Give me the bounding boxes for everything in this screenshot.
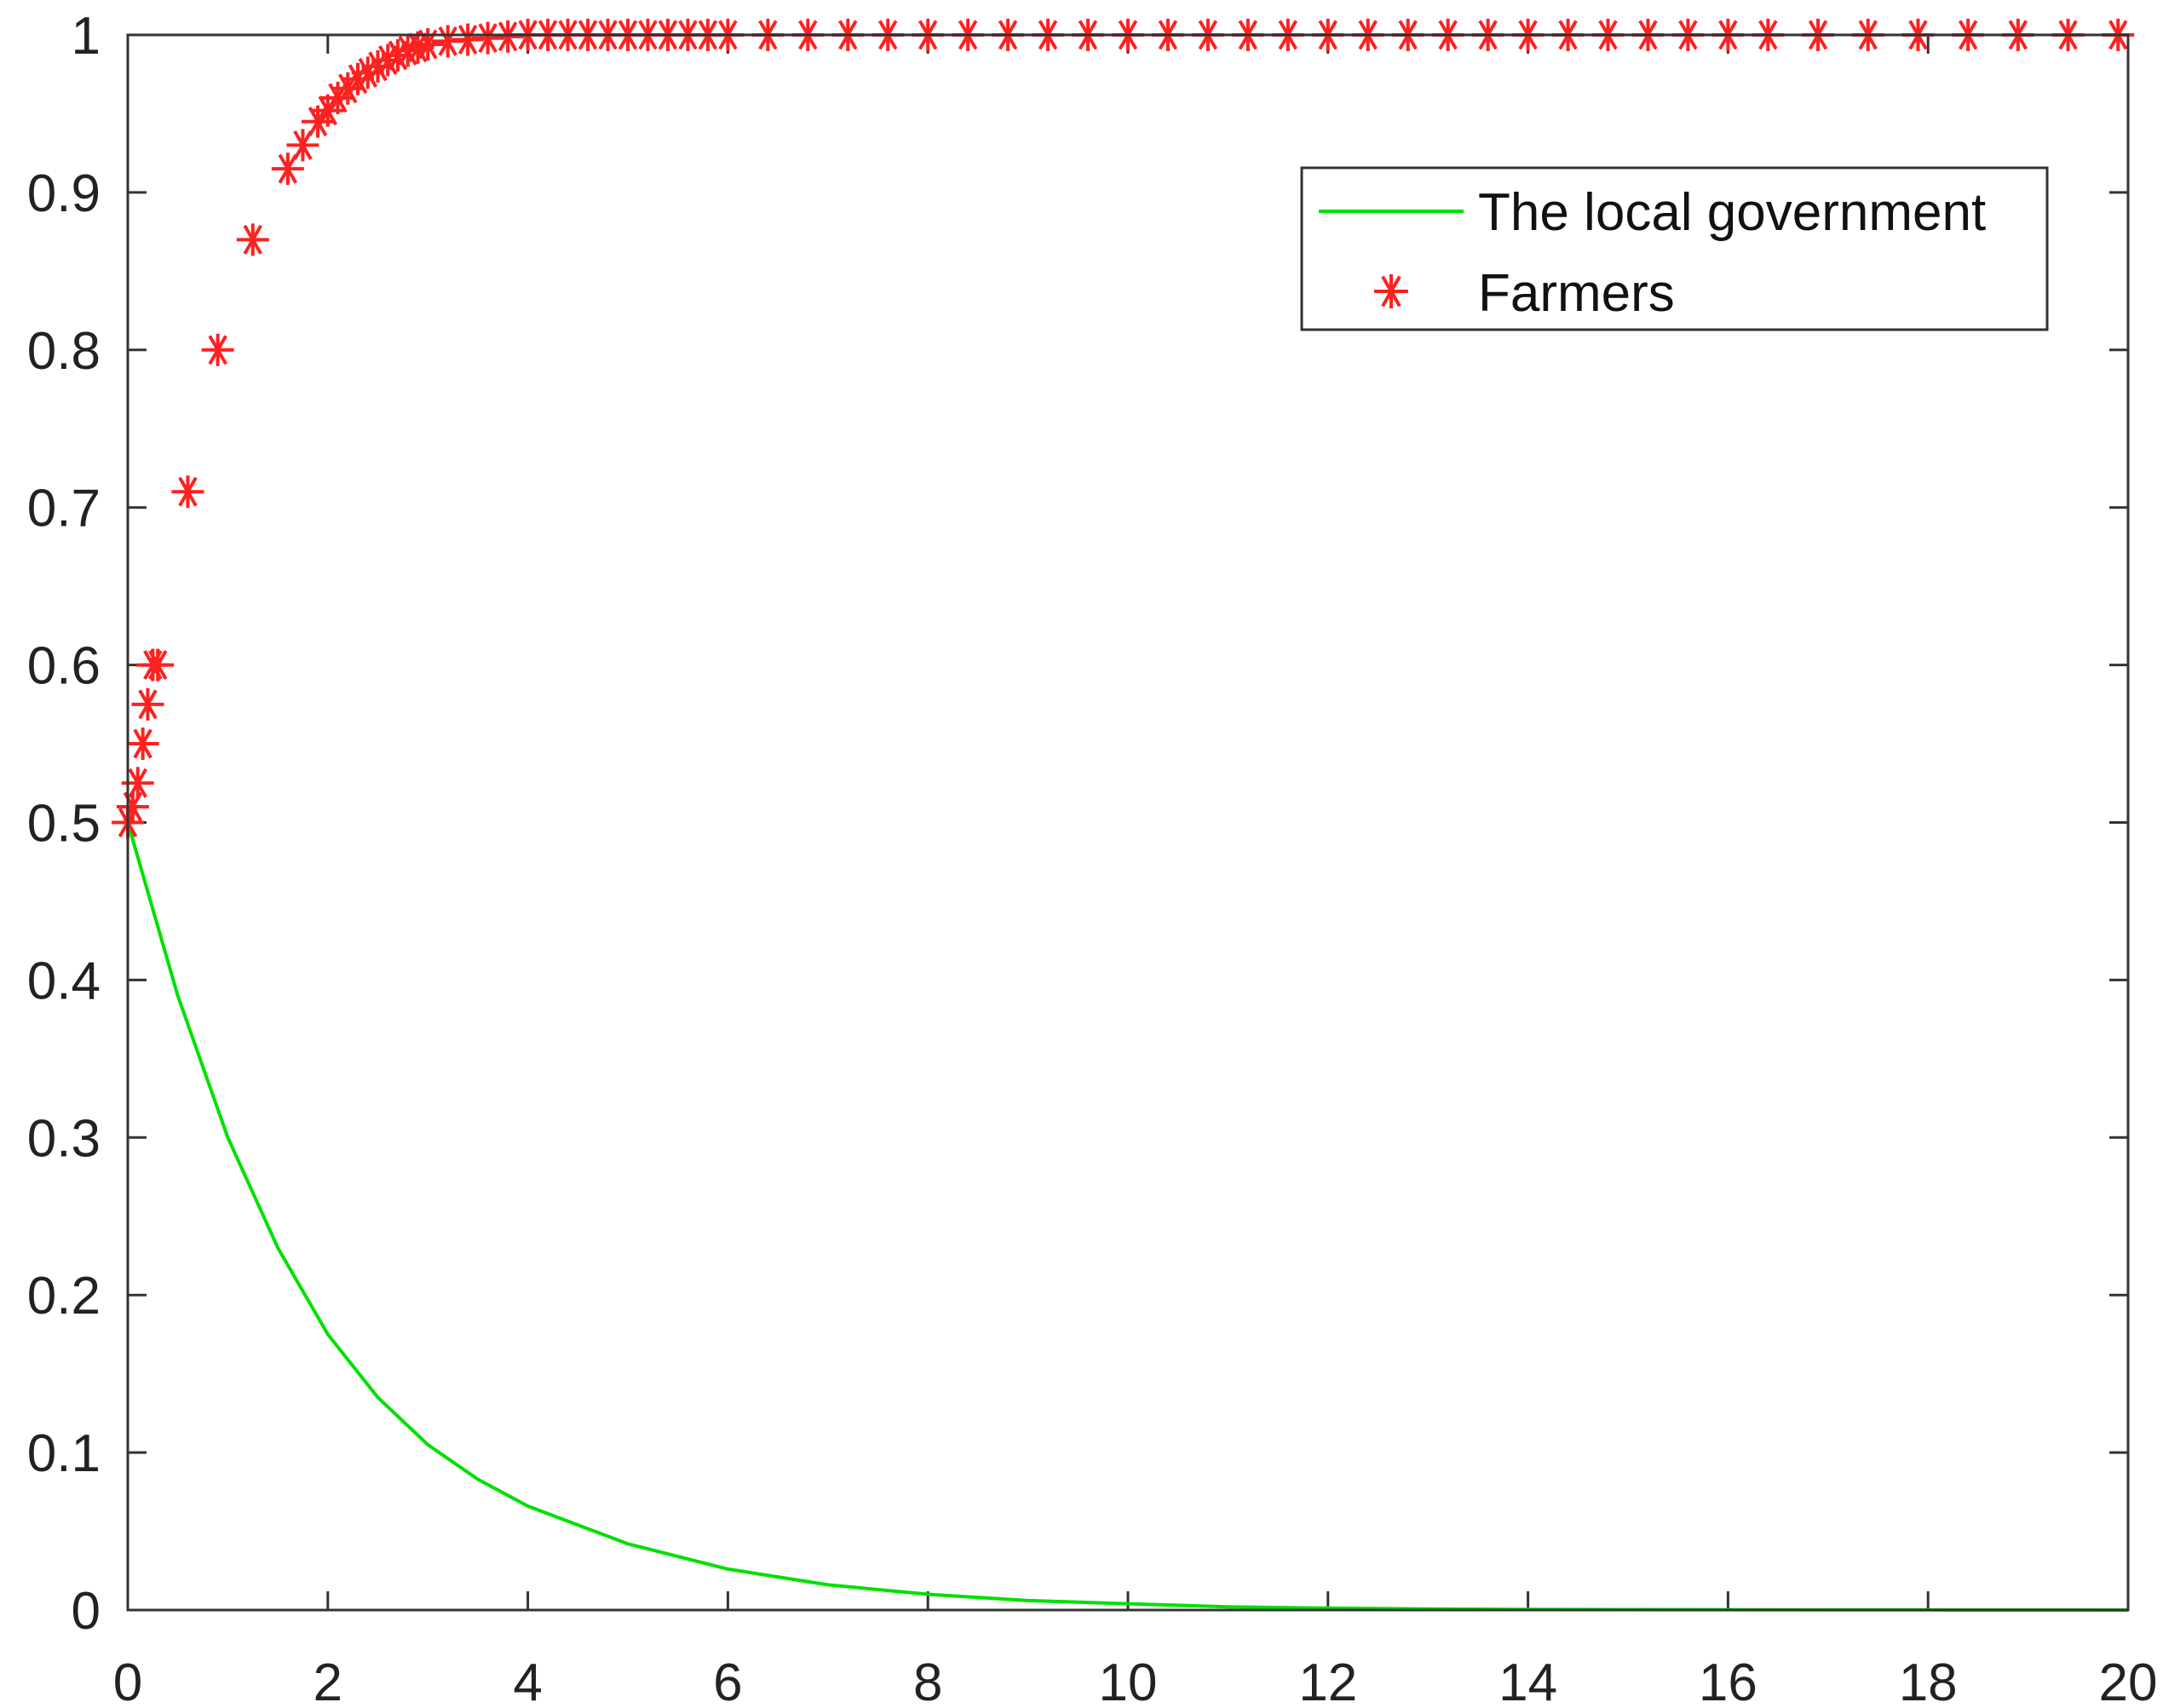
x-tick-label: 18 bbox=[1899, 1653, 1958, 1708]
farmers-data-point bbox=[286, 129, 319, 162]
farmers-data-point bbox=[126, 727, 159, 761]
plot-frame bbox=[126, 33, 2130, 1612]
x-tick-label: 2 bbox=[314, 1653, 342, 1708]
x-tick-label: 0 bbox=[113, 1653, 142, 1708]
x-tick-label: 6 bbox=[713, 1653, 742, 1708]
farmers-data-point bbox=[201, 333, 234, 366]
y-tick-label: 0.2 bbox=[27, 1267, 101, 1326]
y-tick-label: 0.9 bbox=[27, 164, 101, 223]
y-tick-label: 0.3 bbox=[27, 1109, 101, 1168]
x-tick-label: 16 bbox=[1699, 1653, 1757, 1708]
farmers-data-point bbox=[171, 475, 204, 509]
y-tick-label: 0.4 bbox=[27, 952, 101, 1010]
farmers-data-point bbox=[271, 152, 304, 186]
farmers-data-point bbox=[351, 56, 384, 89]
farmers-data-point bbox=[236, 223, 269, 256]
farmers-data-point bbox=[311, 94, 344, 127]
farmers-data-point bbox=[381, 39, 414, 72]
legend: The local government Farmers bbox=[1300, 166, 2049, 331]
y-tick-label: 0.7 bbox=[27, 480, 101, 538]
x-axis-tick-labels: 0 2 4 6 8 10 12 14 16 18 20 bbox=[113, 1653, 2158, 1708]
farmers-data-point bbox=[131, 687, 164, 721]
y-tick-label: 0.5 bbox=[27, 795, 101, 854]
legend-label-local-government: The local government bbox=[1478, 183, 1986, 242]
x-tick-label: 4 bbox=[513, 1653, 542, 1708]
legend-marker-sample-farmers bbox=[1374, 274, 1408, 308]
y-tick-label: 0.8 bbox=[27, 322, 101, 381]
farmers-data-point bbox=[141, 648, 175, 681]
y-tick-label: 1 bbox=[72, 7, 101, 66]
x-tick-label: 8 bbox=[913, 1653, 942, 1708]
x-tick-label: 14 bbox=[1499, 1653, 1557, 1708]
legend-label-farmers: Farmers bbox=[1478, 264, 1675, 323]
farmers-data-point bbox=[361, 49, 394, 83]
legend-asterisk-marker bbox=[1374, 274, 1408, 308]
y-tick-label: 0.6 bbox=[27, 637, 101, 696]
legend-box bbox=[1300, 166, 2049, 331]
y-tick-label: 0 bbox=[72, 1582, 101, 1641]
y-axis-tick-labels: 0 0.1 0.2 0.3 0.4 0.5 0.6 0.7 0.8 0.9 1 bbox=[27, 7, 101, 1641]
x-tick-label: 20 bbox=[2099, 1653, 2158, 1708]
x-tick-label: 12 bbox=[1298, 1653, 1357, 1708]
y-tick-label: 0.1 bbox=[27, 1424, 101, 1483]
x-tick-label: 10 bbox=[1099, 1653, 1158, 1708]
